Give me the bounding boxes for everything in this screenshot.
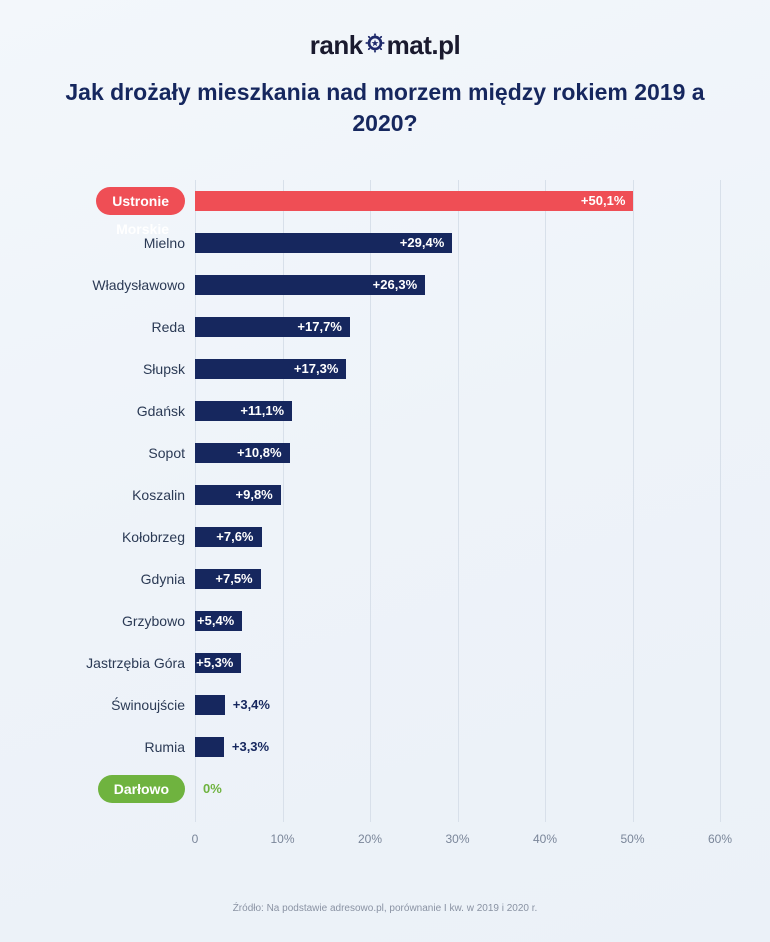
brand-logo: rank mat.pl — [0, 0, 770, 63]
category-label: Sopot — [45, 440, 185, 466]
bar-row: Słupsk+17,3% — [195, 356, 720, 382]
category-label: Darłowo — [98, 775, 185, 803]
category-label: Reda — [45, 314, 185, 340]
logo-part2: mat.pl — [387, 30, 461, 60]
x-tick: 10% — [270, 832, 294, 846]
x-tick: 30% — [445, 832, 469, 846]
bar-row: Gdynia+7,5% — [195, 566, 720, 592]
category-label: Świnoujście — [45, 692, 185, 718]
bar-row: Władysławowo+26,3% — [195, 272, 720, 298]
x-tick: 60% — [708, 832, 732, 846]
gridline — [720, 180, 721, 822]
bar — [195, 737, 224, 757]
x-tick: 20% — [358, 832, 382, 846]
category-label: Gdynia — [45, 566, 185, 592]
bar-value-label: +17,3% — [294, 356, 346, 382]
bar-row: Gdańsk+11,1% — [195, 398, 720, 424]
chart-area: 010%20%30%40%50%60%Ustronie Morskie+50,1… — [50, 180, 720, 852]
bar-value-label: +7,5% — [215, 566, 260, 592]
category-label: Władysławowo — [45, 272, 185, 298]
category-label: Słupsk — [45, 356, 185, 382]
category-label: Ustronie Morskie — [96, 187, 185, 215]
bar-value-label: +11,1% — [240, 398, 292, 424]
category-label: Koszalin — [45, 482, 185, 508]
logo-part1: rank — [310, 30, 363, 60]
bar-value-label: +3,4% — [225, 692, 270, 718]
x-tick: 50% — [620, 832, 644, 846]
bar-value-label: 0% — [195, 776, 222, 802]
bar-row: Kołobrzeg+7,6% — [195, 524, 720, 550]
bar-value-label: +10,8% — [237, 440, 289, 466]
category-label: Mielno — [45, 230, 185, 256]
bar-value-label: +5,4% — [197, 608, 242, 634]
category-label: Jastrzębia Góra — [45, 650, 185, 676]
bar — [195, 695, 225, 715]
bar-row: Sopot+10,8% — [195, 440, 720, 466]
category-label: Gdańsk — [45, 398, 185, 424]
bar-value-label: +3,3% — [224, 734, 269, 760]
bar — [195, 191, 633, 211]
plot-area: 010%20%30%40%50%60%Ustronie Morskie+50,1… — [195, 180, 720, 822]
bar-value-label: +9,8% — [236, 482, 281, 508]
category-label: Grzybowo — [45, 608, 185, 634]
chart-title: Jak drożały mieszkania nad morzem między… — [0, 77, 770, 139]
bar-value-label: +7,6% — [216, 524, 261, 550]
x-tick: 0 — [192, 832, 199, 846]
bar-row: Rumia+3,3% — [195, 734, 720, 760]
bar-value-label: +50,1% — [581, 188, 633, 214]
bar-value-label: +5,3% — [196, 650, 241, 676]
bar-value-label: +29,4% — [400, 230, 452, 256]
bar-row: Świnoujście+3,4% — [195, 692, 720, 718]
bar-value-label: +26,3% — [373, 272, 425, 298]
bar-row: Jastrzębia Góra+5,3% — [195, 650, 720, 676]
bar-row: Darłowo0% — [195, 776, 720, 802]
bar-row: Ustronie Morskie+50,1% — [195, 188, 720, 214]
bar-row: Grzybowo+5,4% — [195, 608, 720, 634]
bar-row: Mielno+29,4% — [195, 230, 720, 256]
gear-icon — [364, 30, 386, 61]
bar-row: Koszalin+9,8% — [195, 482, 720, 508]
bar-row: Reda+17,7% — [195, 314, 720, 340]
category-label: Rumia — [45, 734, 185, 760]
x-tick: 40% — [533, 832, 557, 846]
bar-value-label: +17,7% — [297, 314, 349, 340]
source-footnote: Źródło: Na podstawie adresowo.pl, porówn… — [0, 903, 770, 914]
category-label: Kołobrzeg — [45, 524, 185, 550]
